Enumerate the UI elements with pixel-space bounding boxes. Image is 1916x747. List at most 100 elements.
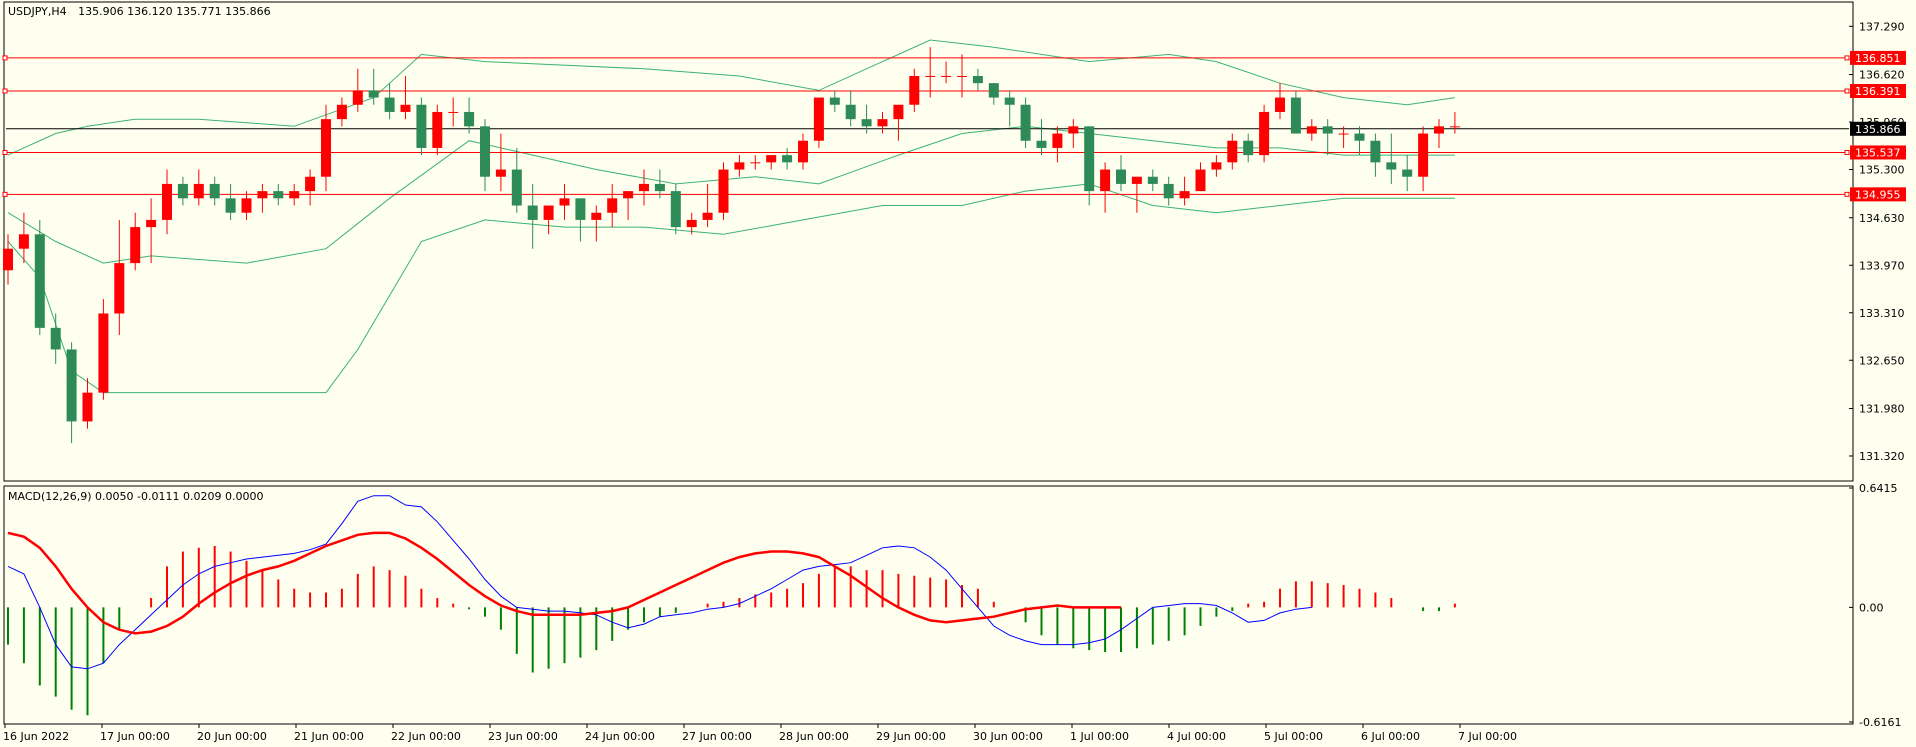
candle <box>305 169 316 206</box>
level-handle-left[interactable] <box>2 88 8 94</box>
candle <box>925 47 936 98</box>
candle <box>3 234 13 285</box>
candle-body <box>464 111 475 127</box>
candle-body <box>18 234 29 249</box>
candle <box>34 219 45 336</box>
candle-body <box>1434 126 1444 134</box>
candle <box>766 155 777 170</box>
candle-body <box>559 198 570 206</box>
time-axis: 16 Jun 2022 17 Jun 00:00 20 Jun 00:00 21 Ju… <box>3 724 1517 743</box>
level-handle-left[interactable] <box>2 55 8 61</box>
candle-body <box>686 219 697 228</box>
candle-body <box>591 212 602 220</box>
candle <box>543 205 554 235</box>
candle <box>686 212 697 235</box>
candle <box>1163 176 1174 206</box>
candle <box>1131 176 1142 213</box>
candle <box>1259 104 1270 163</box>
bollinger-mid <box>7 125 1455 264</box>
time-tick-label: 17 Jun 00:00 <box>100 730 170 743</box>
price-tick-label: 131.980 <box>1859 402 1905 415</box>
candle <box>384 83 395 120</box>
candle-body <box>480 126 490 177</box>
level-handle-left[interactable] <box>2 191 8 197</box>
bollinger-bands <box>7 39 1455 394</box>
candle-body <box>1418 133 1429 177</box>
candle <box>1275 83 1285 120</box>
candle-body <box>1449 126 1460 128</box>
candle <box>1386 133 1397 184</box>
candle-body <box>66 349 77 422</box>
macd-header: MACD(12,26,9) 0.0050 -0.0111 0.0209 0.00… <box>8 490 263 503</box>
candle <box>321 104 331 192</box>
candle-body <box>384 97 395 112</box>
candle <box>209 176 220 206</box>
candle-body <box>130 227 141 264</box>
time-tick-label: 23 Jun 00:00 <box>488 730 558 743</box>
candle <box>416 97 427 156</box>
candle-body <box>909 75 920 105</box>
candle <box>1052 126 1063 163</box>
time-tick-label: 27 Jun 00:00 <box>682 730 752 743</box>
candle-body <box>941 75 952 77</box>
candle <box>162 169 172 235</box>
time-tick-label: 29 Jun 00:00 <box>876 730 946 743</box>
candle <box>1084 126 1095 206</box>
candle-body <box>432 111 443 148</box>
candle-body <box>50 327 61 350</box>
candle <box>1100 162 1111 213</box>
time-tick-label: 24 Jun 00:00 <box>585 730 655 743</box>
candle <box>448 97 459 127</box>
level-handle-right[interactable] <box>1844 55 1850 61</box>
price-levels: 136.851 136.391 135.537 134.955 135.866 <box>2 50 1906 202</box>
current-price-label: 135.866 <box>1855 123 1901 136</box>
candle-body <box>336 104 347 120</box>
macd-line <box>7 495 1312 670</box>
candle-body <box>893 104 904 120</box>
time-tick-label: 16 Jun 2022 <box>3 730 69 743</box>
candle-body <box>798 140 808 163</box>
level-price-label: 135.537 <box>1855 146 1901 159</box>
candle <box>718 162 729 220</box>
level-handle-left[interactable] <box>2 149 8 155</box>
price-axis: 137.290 136.620 135.960 135.300 134.630 133.9… <box>1849 20 1905 463</box>
candle-body <box>114 263 125 314</box>
macd-axis: 0.6415 0.00 -0.6161 <box>1849 482 1901 729</box>
candle-body <box>623 191 634 199</box>
candle-body <box>925 75 936 77</box>
level-handle-right[interactable] <box>1844 88 1850 94</box>
macd-tick-label: -0.6161 <box>1859 716 1901 729</box>
candle <box>813 97 824 148</box>
candle <box>1243 133 1254 163</box>
level-handle-right[interactable] <box>1844 149 1850 155</box>
time-tick-label: 22 Jun 00:00 <box>391 730 461 743</box>
candle <box>432 104 443 156</box>
candle-body <box>82 392 93 422</box>
time-tick-label: 6 Jul 00:00 <box>1361 730 1420 743</box>
candle-body <box>352 90 363 105</box>
candle-body <box>416 104 427 148</box>
candle-body <box>1131 176 1142 184</box>
level-handle-right[interactable] <box>1844 191 1850 197</box>
price-tick-label: 133.970 <box>1859 259 1905 272</box>
candle-body <box>1370 140 1381 163</box>
candle-body <box>1259 111 1270 156</box>
candle <box>257 183 268 213</box>
candle-body <box>845 104 856 120</box>
candle-body <box>988 83 999 98</box>
time-tick-label: 30 Jun 00:00 <box>973 730 1043 743</box>
candle-body <box>1052 133 1063 148</box>
candle-body <box>782 155 793 163</box>
candles <box>3 47 1460 444</box>
candle-body <box>877 119 888 127</box>
candle-body <box>1116 169 1126 184</box>
price-tick-label: 136.620 <box>1859 69 1905 82</box>
candle <box>1402 155 1413 192</box>
candle <box>1020 97 1031 148</box>
candle <box>336 97 347 127</box>
ohlc-label: 135.906 136.120 135.771 135.866 <box>78 5 270 18</box>
candle <box>464 97 475 134</box>
level-price-tag <box>1850 84 1906 99</box>
macd-panel <box>3 485 1854 725</box>
candle <box>941 61 952 84</box>
